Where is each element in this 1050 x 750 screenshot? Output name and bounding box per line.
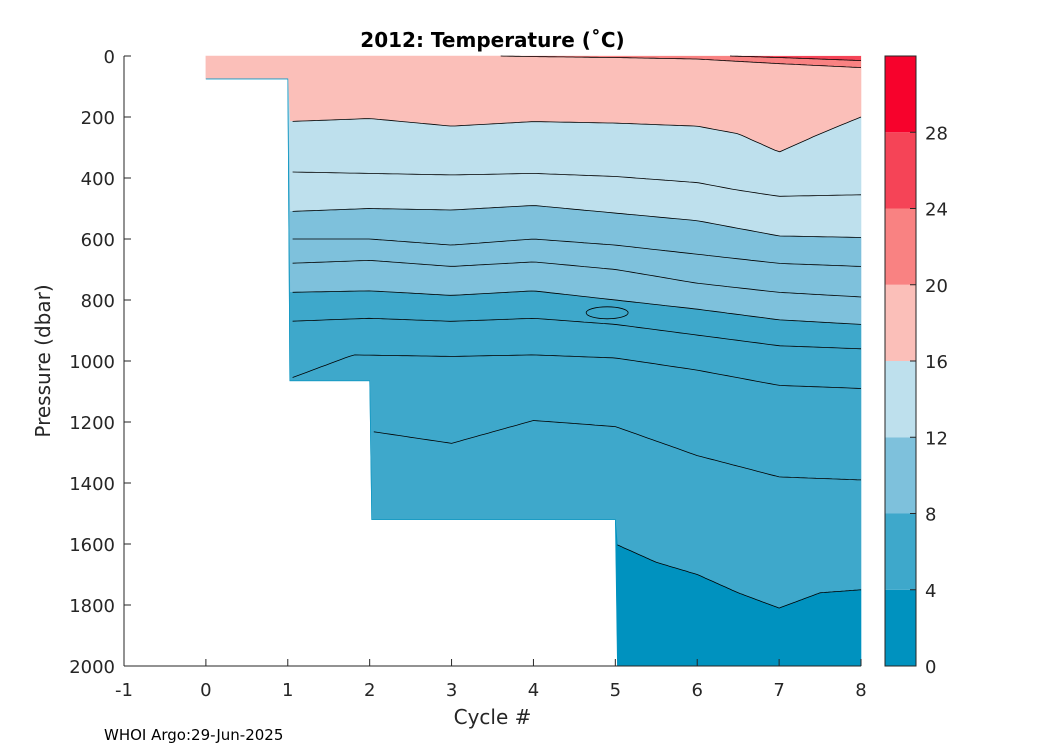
x-tick-label: 3 xyxy=(446,680,457,701)
isotherm-4C_a xyxy=(292,317,862,350)
band-24-28 xyxy=(730,56,861,61)
band-20-24 xyxy=(500,56,861,68)
colorbar-swatch xyxy=(885,284,916,361)
chart-title: 2012: Temperature (˚C) xyxy=(360,28,624,52)
y-axis-label: Pressure (dbar) xyxy=(31,284,55,437)
isotherm-0C xyxy=(617,544,862,609)
x-tick-label: 7 xyxy=(773,680,784,701)
x-tick-label: -1 xyxy=(115,680,133,701)
colorbar-tick-label: 24 xyxy=(925,200,948,221)
y-tick-label: 200 xyxy=(81,108,115,129)
colorbar-tick-label: 20 xyxy=(925,276,948,297)
isotherm-4C_b xyxy=(292,354,862,389)
colorbar-tick-label: 8 xyxy=(925,505,936,526)
y-tick-label: 1400 xyxy=(69,474,115,495)
x-tick-label: 0 xyxy=(200,680,211,701)
colorbar-swatch xyxy=(885,56,916,133)
x-tick-label: 8 xyxy=(855,680,866,701)
y-tick-label: 1600 xyxy=(69,535,115,556)
colorbar-swatch xyxy=(885,437,916,514)
y-tick-label: 800 xyxy=(81,291,115,312)
colorbar-swatch xyxy=(885,208,916,285)
colorbar-tick-label: 12 xyxy=(925,428,948,449)
y-tick-label: 1200 xyxy=(69,413,115,434)
x-tick-label: 2 xyxy=(364,680,375,701)
y-tick-label: 2000 xyxy=(69,657,115,678)
y-tick-label: 1800 xyxy=(69,596,115,617)
colorbar-swatch xyxy=(885,513,916,590)
colorbar-tick-label: 16 xyxy=(925,352,948,373)
colorbar-tick-label: 28 xyxy=(925,123,948,144)
x-tick-label: 4 xyxy=(528,680,539,701)
isotherm-4C_c xyxy=(373,420,862,481)
x-axis-label: Cycle # xyxy=(454,705,532,729)
colorbar-swatch xyxy=(885,589,916,666)
x-tick-label: 6 xyxy=(691,680,702,701)
y-tick-label: 400 xyxy=(81,169,115,190)
footer-credit: WHOI Argo:29-Jun-2025 xyxy=(104,726,284,744)
y-tick-label: 600 xyxy=(81,230,115,251)
isotherm-8C_c xyxy=(292,290,862,325)
band-0-4 xyxy=(205,78,862,667)
isotherm-28C xyxy=(730,55,862,61)
isotherm-8C_b xyxy=(292,259,862,298)
isotherm-8C_a xyxy=(292,238,862,267)
y-tick-label: 0 xyxy=(104,47,115,68)
isotherm-12C_b xyxy=(292,205,862,238)
colorbar-swatch xyxy=(885,132,916,209)
x-tick-label: 5 xyxy=(610,680,621,701)
colorbar-tick-label: 4 xyxy=(925,581,936,602)
isotherm-12C_a xyxy=(292,171,862,197)
colorbar-swatch xyxy=(885,361,916,438)
isotherm-eddy xyxy=(585,306,629,320)
isotherm-16C xyxy=(292,116,862,153)
colorbar-tick-label: 0 xyxy=(925,657,936,678)
isotherm-24C xyxy=(500,55,862,68)
y-tick-label: 1000 xyxy=(69,352,115,373)
x-tick-label: 1 xyxy=(282,680,293,701)
